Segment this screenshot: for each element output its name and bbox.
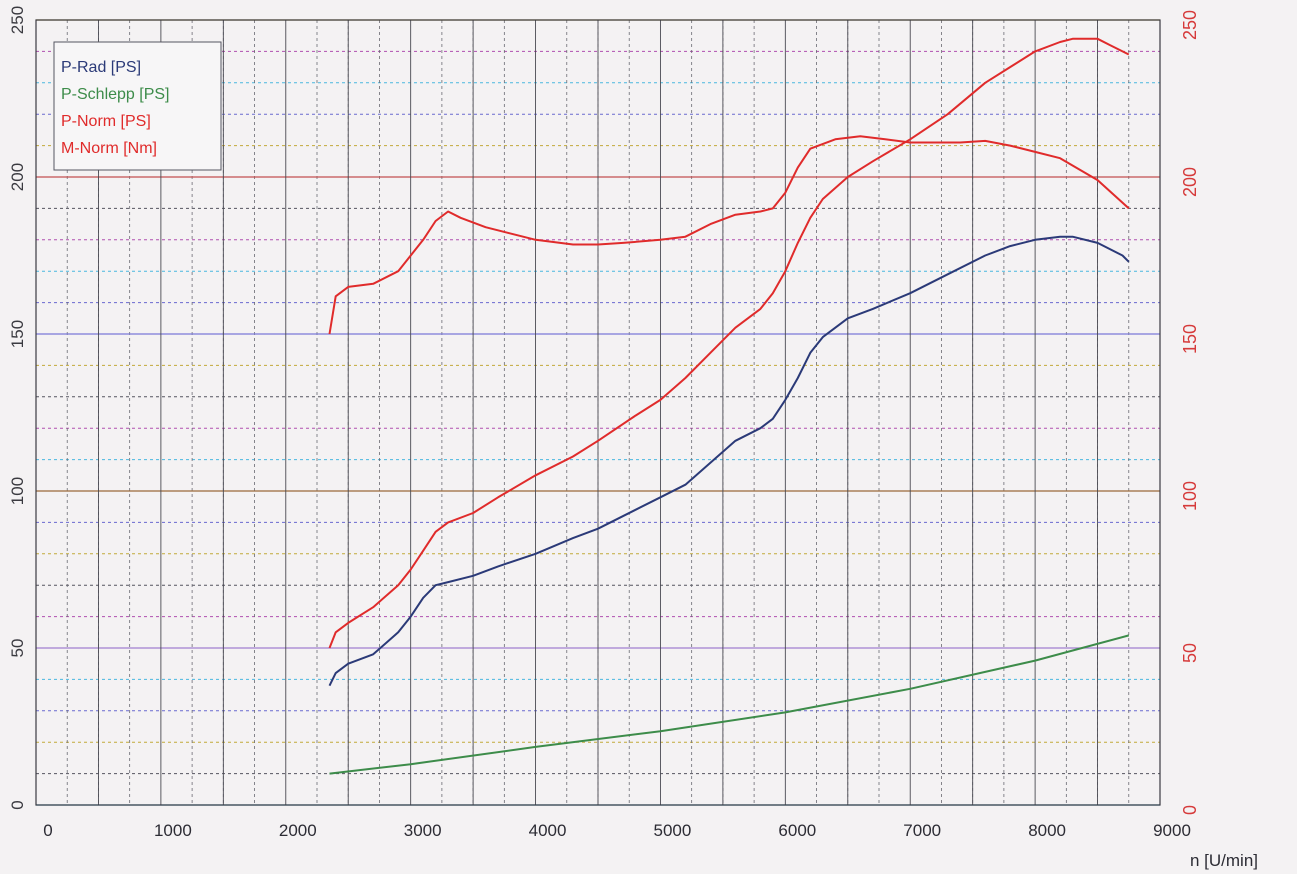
legend-item: P-Norm [PS] — [61, 113, 151, 130]
right-tick-label: 0 — [1180, 805, 1200, 815]
x-tick-label: 1000 — [154, 821, 192, 840]
x-tick-label: 5000 — [654, 821, 692, 840]
right-tick-label: 200 — [1180, 167, 1200, 197]
x-tick-label: 2000 — [279, 821, 317, 840]
left-tick-label: 250 — [8, 6, 27, 34]
x-axis-ticks: 0 1000 2000 3000 4000 5000 6000 7000 8000 9000 — [43, 821, 1191, 840]
right-tick-label: 100 — [1180, 481, 1200, 511]
x-tick-label: 8000 — [1028, 821, 1066, 840]
x-tick-label: 7000 — [903, 821, 941, 840]
legend-box — [53, 41, 222, 171]
x-tick-label: 3000 — [404, 821, 442, 840]
series-line-2 — [328, 37, 1130, 649]
x-axis-label: n [U/min] — [1190, 851, 1258, 870]
right-tick-label: 250 — [1180, 10, 1200, 40]
x-tick-label: 4000 — [529, 821, 567, 840]
left-tick-label: 150 — [8, 320, 27, 348]
legend: P-Rad [PS] P-Schlepp [PS] P-Norm [PS] M-Nor… — [53, 41, 222, 171]
series-line-3 — [328, 135, 1130, 335]
x-tick-label: 9000 — [1153, 821, 1191, 840]
right-axis-ticks: 0 50 100 150 200 250 — [1180, 10, 1200, 815]
series-line-1 — [329, 634, 1130, 775]
left-tick-label: 0 — [8, 800, 27, 809]
right-tick-label: 150 — [1180, 324, 1200, 354]
left-axis-ticks: 0 50 100 150 200 250 — [8, 6, 27, 810]
x-tick-label: 6000 — [778, 821, 816, 840]
left-tick-label: 50 — [8, 639, 27, 658]
plot-frame — [35, 19, 1161, 806]
right-tick-label: 50 — [1180, 643, 1200, 663]
series-lines — [328, 37, 1130, 775]
plot-border — [35, 19, 1161, 806]
legend-item: P-Rad [PS] — [61, 59, 141, 76]
left-tick-label: 100 — [8, 477, 27, 505]
series-line-0 — [328, 235, 1130, 687]
left-tick-label: 200 — [8, 163, 27, 191]
x-tick-label: 0 — [43, 821, 52, 840]
legend-item: P-Schlepp [PS] — [61, 86, 170, 103]
legend-item: M-Norm [Nm] — [61, 140, 157, 157]
